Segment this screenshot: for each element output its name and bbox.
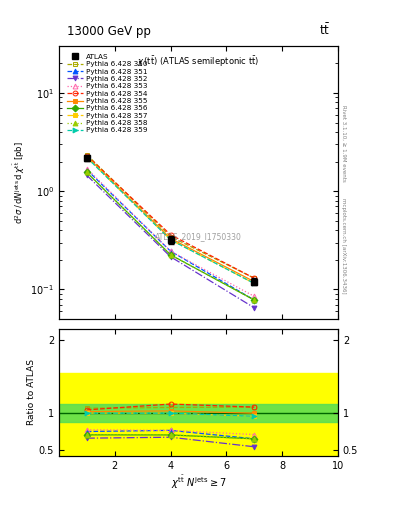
Pythia 6.428 350 xyxy=(252,275,257,281)
Pythia 6.428 356 xyxy=(168,252,173,258)
Line: Pythia 6.428 353: Pythia 6.428 353 xyxy=(84,166,257,299)
Pythia 6.428 356 xyxy=(252,297,257,303)
Pythia 6.428 352 xyxy=(168,253,173,260)
Pythia 6.428 358 xyxy=(252,297,257,303)
Text: 13000 GeV pp: 13000 GeV pp xyxy=(67,26,151,38)
Line: Pythia 6.428 354: Pythia 6.428 354 xyxy=(84,153,257,281)
Text: ATLAS_2019_I1750330: ATLAS_2019_I1750330 xyxy=(155,232,242,242)
Pythia 6.428 354 xyxy=(252,275,257,281)
Pythia 6.428 355 xyxy=(84,154,89,160)
Pythia 6.428 358 xyxy=(168,252,173,258)
Line: Pythia 6.428 352: Pythia 6.428 352 xyxy=(84,173,257,310)
Pythia 6.428 352 xyxy=(84,172,89,178)
Pythia 6.428 359 xyxy=(168,237,173,243)
Pythia 6.428 359 xyxy=(84,155,89,161)
Pythia 6.428 356 xyxy=(84,169,89,176)
Legend: ATLAS, Pythia 6.428 350, Pythia 6.428 351, Pythia 6.428 352, Pythia 6.428 353, P: ATLAS, Pythia 6.428 350, Pythia 6.428 35… xyxy=(65,52,149,135)
Bar xyxy=(59,404,338,422)
Pythia 6.428 354 xyxy=(168,232,173,238)
Y-axis label: Ratio to ATLAS: Ratio to ATLAS xyxy=(27,359,36,425)
Text: $\chi\,(\mathrm{t\bar{t}})$ (ATLAS semileptonic $\mathrm{t\bar{t}}$): $\chi\,(\mathrm{t\bar{t}})$ (ATLAS semil… xyxy=(138,54,259,69)
Pythia 6.428 351 xyxy=(252,297,257,303)
Pythia 6.428 350 xyxy=(168,233,173,240)
Pythia 6.428 350 xyxy=(84,152,89,158)
Line: Pythia 6.428 357: Pythia 6.428 357 xyxy=(84,155,257,286)
Text: mcplots.cern.ch [arXiv:1306.3436]: mcplots.cern.ch [arXiv:1306.3436] xyxy=(342,198,346,293)
Line: Pythia 6.428 355: Pythia 6.428 355 xyxy=(84,154,257,284)
Pythia 6.428 357 xyxy=(84,155,89,161)
Pythia 6.428 353 xyxy=(84,165,89,172)
Line: Pythia 6.428 350: Pythia 6.428 350 xyxy=(84,152,257,281)
Pythia 6.428 357 xyxy=(252,281,257,287)
Text: Rivet 3.1.10, ≥ 1.9M events: Rivet 3.1.10, ≥ 1.9M events xyxy=(342,105,346,182)
Line: Pythia 6.428 359: Pythia 6.428 359 xyxy=(84,155,257,286)
Pythia 6.428 351 xyxy=(168,248,173,254)
Line: Pythia 6.428 358: Pythia 6.428 358 xyxy=(84,170,257,303)
Bar xyxy=(59,373,338,461)
Pythia 6.428 354 xyxy=(84,153,89,159)
Pythia 6.428 359 xyxy=(252,281,257,287)
Pythia 6.428 355 xyxy=(168,236,173,242)
Pythia 6.428 355 xyxy=(252,279,257,285)
Pythia 6.428 352 xyxy=(252,305,257,311)
Pythia 6.428 358 xyxy=(84,169,89,176)
Pythia 6.428 351 xyxy=(84,167,89,173)
X-axis label: $\chi^{\mathrm{t\bar{t}}}\ N^{\mathrm{jets}}\geq 7$: $\chi^{\mathrm{t\bar{t}}}\ N^{\mathrm{je… xyxy=(171,473,226,490)
Text: $\mathrm{t\bar{t}}$: $\mathrm{t\bar{t}}$ xyxy=(319,23,330,38)
Y-axis label: $\mathrm{d}^2\sigma\,/\,\mathrm{d}N^\mathrm{jets}\,\mathrm{d}\,\chi^{\mathrm{t\b: $\mathrm{d}^2\sigma\,/\,\mathrm{d}N^\mat… xyxy=(12,141,28,224)
Pythia 6.428 353 xyxy=(168,248,173,254)
Pythia 6.428 357 xyxy=(168,237,173,243)
Pythia 6.428 353 xyxy=(252,293,257,300)
Line: Pythia 6.428 351: Pythia 6.428 351 xyxy=(84,167,257,303)
Line: Pythia 6.428 356: Pythia 6.428 356 xyxy=(84,170,257,303)
